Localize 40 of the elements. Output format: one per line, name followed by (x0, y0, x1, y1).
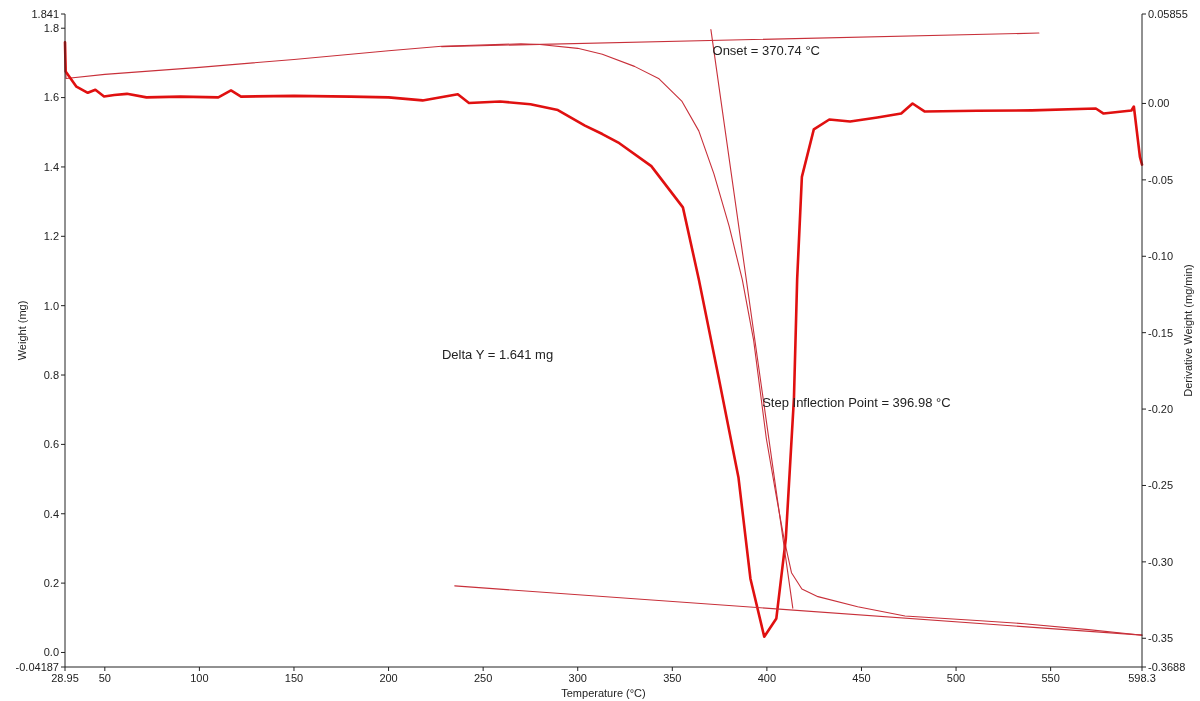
x-tick-label: 400 (757, 672, 777, 684)
y2-axis-title: Derivative Weight (mg/min) (1182, 264, 1194, 397)
x-tick-label: 100 (190, 672, 209, 684)
y2-tick-label: -0.30 (1148, 555, 1174, 568)
x-tick-label: 300 (568, 672, 587, 684)
x-tick-label: 350 (663, 672, 682, 684)
annotation: Delta Y = 1.641 mg (441, 347, 554, 363)
y2-tick-label: 0.00 (1148, 97, 1170, 110)
y-tick-label: 0.4 (43, 507, 59, 520)
y-tick-label: 1.4 (43, 160, 59, 173)
y-tick-label: 0.0 (43, 646, 59, 659)
y-tick-label: 0.8 (43, 368, 59, 381)
x-tick-label: 150 (284, 672, 304, 684)
y2-tick-label: -0.20 (1148, 402, 1174, 415)
y2-tick-label: -0.10 (1148, 250, 1174, 263)
y-tick-label: -0.04187 (15, 660, 59, 673)
x-tick-label: 598.3 (1128, 672, 1156, 684)
y2-tick-label: -0.3688 (1148, 660, 1186, 673)
y2-tick-label: -0.05 (1148, 173, 1174, 186)
y2-tick-label: 0.05855 (1148, 7, 1188, 20)
y-tick-label: 1.0 (43, 299, 59, 312)
y-tick-label: 0.2 (43, 576, 59, 589)
y2-tick-label: -0.25 (1148, 479, 1174, 492)
y-tick-label: 1.2 (43, 230, 59, 243)
x-tick-label: 500 (946, 672, 966, 684)
x-tick-label: 250 (473, 672, 493, 684)
y-tick-label: 1.841 (31, 7, 59, 20)
x-tick-label: 28.95 (51, 672, 79, 684)
y-axis-title: Weight (mg) (16, 300, 28, 361)
y-tick-label: 1.6 (43, 91, 59, 104)
x-tick-label: 200 (379, 672, 398, 684)
y2-tick-label: -0.15 (1148, 326, 1174, 339)
y-tick-label: 0.6 (43, 438, 59, 451)
x-tick-label: 450 (852, 672, 871, 684)
y-tick-label: 1.8 (43, 22, 59, 35)
x-tick-label: 50 (98, 672, 111, 684)
x-axis-title: Temperature (°C) (561, 687, 646, 699)
y2-tick-label: -0.35 (1148, 632, 1174, 645)
annotation: Onset = 370.74 °C (712, 43, 821, 59)
x-tick-label: 550 (1041, 672, 1060, 684)
